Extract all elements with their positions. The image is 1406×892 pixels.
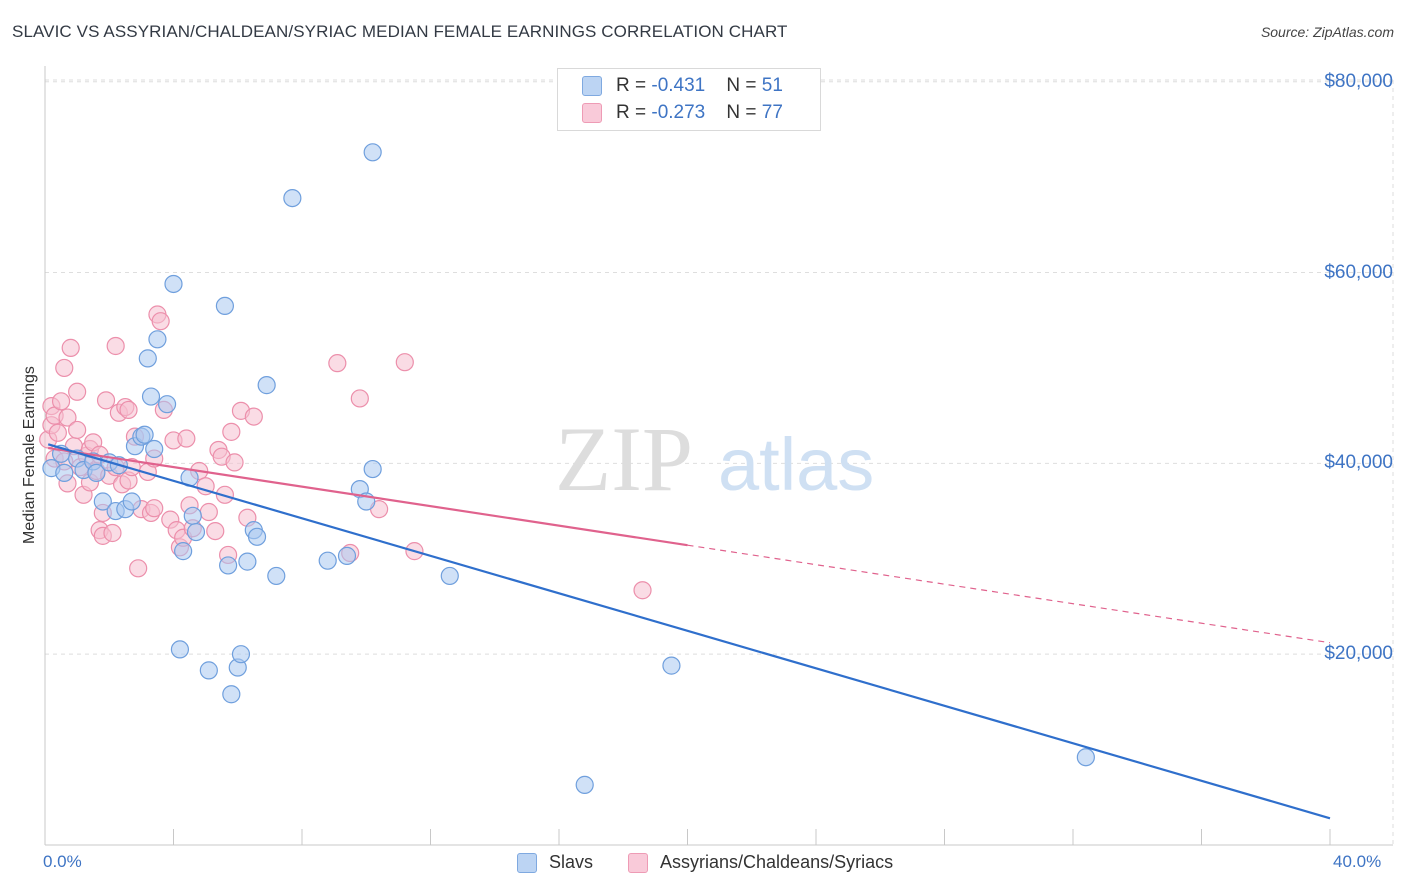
x-tick-label-max: 40.0%	[1333, 852, 1382, 871]
slavs-point	[199, 661, 218, 680]
slavs-point	[337, 546, 357, 565]
slavs-trend-line	[47, 443, 1331, 820]
assyrians-point	[145, 499, 164, 518]
slavs-point	[219, 556, 238, 575]
assyrians-point	[61, 338, 80, 357]
assyrians-point	[129, 559, 148, 578]
slavs-point	[318, 551, 337, 570]
legend-r-label: R =	[616, 102, 652, 123]
assyrians-point	[177, 429, 196, 448]
slavs-point	[267, 566, 286, 586]
assyrians-point	[106, 336, 125, 356]
assyrians-point	[55, 358, 74, 378]
slavs-point	[186, 522, 206, 542]
watermark-atlas: atlas	[718, 423, 874, 506]
slavs-point	[222, 685, 241, 704]
slavs-point	[141, 387, 161, 406]
slavs-point	[662, 656, 681, 675]
assyrians-point	[58, 408, 77, 427]
slavs-point	[183, 506, 202, 525]
assyrians-point	[119, 400, 138, 420]
assyrians-point	[68, 382, 87, 401]
slavs-point	[363, 143, 382, 162]
trend-lines	[47, 443, 1331, 820]
assyrians-point	[68, 420, 87, 440]
assyrians-trend-line-dashed	[687, 544, 1331, 644]
y-tick-label: $80,000	[1324, 70, 1393, 92]
slavs-point	[122, 492, 141, 511]
slavs-point	[93, 492, 112, 511]
slavs-point	[283, 188, 302, 208]
series-slavs-points	[42, 143, 1095, 794]
slavs-point	[145, 439, 164, 459]
slavs-point	[247, 527, 267, 546]
assyrians-point	[225, 453, 244, 472]
slavs-point	[575, 775, 594, 794]
legend-label-slavs: Slavs	[549, 852, 594, 872]
slavs-point	[257, 376, 276, 395]
chart-source: Source: ZipAtlas.com	[1260, 24, 1394, 40]
assyrians-point	[222, 422, 241, 441]
y-tick-label: $20,000	[1324, 643, 1393, 665]
slavs-point	[1076, 748, 1095, 767]
slavs-point	[157, 395, 177, 414]
assyrians-point	[395, 353, 414, 372]
slavs-point	[215, 296, 234, 316]
correlation-legend: R = -0.431 N = 51 R = -0.273 N = 77	[557, 68, 821, 131]
legend-r-label: R =	[616, 75, 652, 96]
assyrians-point	[48, 423, 67, 442]
assyrians-swatch	[582, 103, 602, 123]
watermark: ZIP atlas	[555, 408, 874, 510]
assyrians-point	[151, 312, 170, 331]
assyrians-swatch	[628, 852, 648, 873]
x-tick-label-min: 0.0%	[43, 852, 82, 871]
legend-n-value: 51	[761, 75, 783, 96]
chart-title: SLAVIC VS ASSYRIAN/CHALDEAN/SYRIAC MEDIA…	[12, 22, 788, 41]
watermark-zip: ZIP	[555, 408, 693, 510]
assyrians-point	[206, 521, 225, 541]
slavs-point	[363, 459, 382, 479]
assyrians-point	[51, 392, 71, 411]
legend-item-assyrians[interactable]: Assyrians/Chaldeans/Syriacs	[628, 852, 893, 873]
slavs-swatch	[517, 852, 537, 873]
assyrians-point	[350, 389, 369, 408]
slavs-point	[170, 640, 190, 659]
slavs-point	[238, 552, 257, 571]
legend-n-value: 77	[761, 102, 783, 123]
y-tick-label: $40,000	[1324, 452, 1393, 474]
legend-item-slavs[interactable]: Slavs	[517, 852, 593, 873]
assyrians-point	[103, 523, 122, 543]
legend-n-label: N =	[726, 102, 762, 123]
axes	[44, 66, 1393, 846]
slavs-point	[148, 330, 167, 349]
legend-label-assyrians: Assyrians/Chaldeans/Syriacs	[660, 852, 894, 872]
legend-r-value: -0.273	[651, 102, 706, 123]
slavs-point	[135, 425, 154, 444]
y-tick-label: $60,000	[1324, 261, 1393, 283]
assyrians-point	[328, 354, 347, 373]
slavs-point	[231, 645, 251, 664]
slavs-point	[174, 542, 193, 561]
slavs-point	[55, 463, 74, 482]
legend-n-label: N =	[726, 75, 762, 96]
assyrians-point	[633, 581, 652, 600]
slavs-swatch	[582, 76, 602, 96]
slavs-point	[138, 349, 157, 368]
assyrians-point	[244, 407, 263, 426]
slavs-point	[87, 463, 106, 482]
legend-r-value: -0.431	[651, 75, 706, 96]
assyrians-trend-line-solid	[48, 446, 688, 547]
slavs-point	[164, 274, 183, 294]
assyrians-point	[96, 391, 116, 410]
assyrians-point	[199, 502, 218, 522]
slavs-point	[440, 566, 459, 586]
